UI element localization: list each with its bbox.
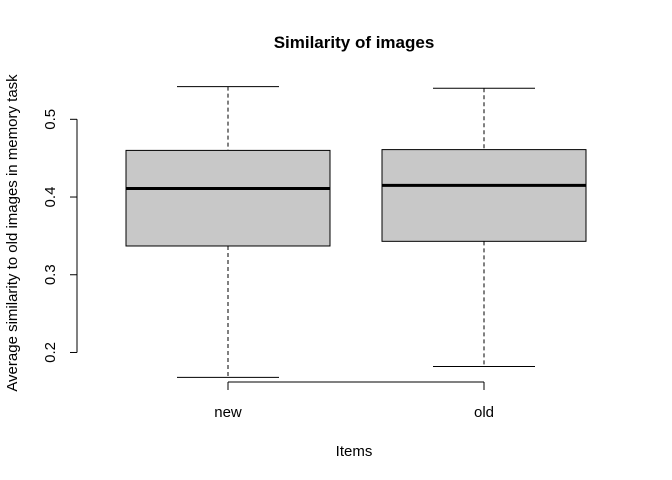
y-tick-label: 0.4 [42,187,59,208]
box-old [381,87,587,367]
x-tick-label: old [474,404,494,421]
x-tick-label: new [214,404,242,421]
y-axis: 0.2 0.3 0.4 0.5 [42,109,78,363]
y-tick-label: 0.3 [42,264,59,285]
y-axis-label: Average similarity to old images in memo… [4,74,21,392]
y-tick-label: 0.2 [42,342,59,363]
iqr-box [381,149,587,242]
iqr-box [125,149,331,247]
chart-title: Similarity of images [274,33,435,52]
box-new [125,86,331,378]
x-axis-label: Items [336,443,373,460]
boxes-group [125,86,587,378]
x-axis: new old [214,381,494,421]
y-tick-label: 0.5 [42,109,59,130]
